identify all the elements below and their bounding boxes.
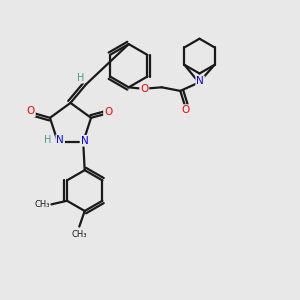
Text: H: H [77, 73, 84, 83]
Text: N: N [196, 76, 204, 86]
Text: CH₃: CH₃ [34, 200, 50, 209]
Text: CH₃: CH₃ [71, 230, 87, 239]
Text: O: O [140, 84, 148, 94]
Text: N: N [80, 136, 88, 146]
Text: O: O [27, 106, 35, 116]
Text: H: H [44, 135, 51, 145]
Text: N: N [56, 135, 64, 145]
Text: O: O [182, 105, 190, 115]
Text: O: O [104, 107, 112, 117]
